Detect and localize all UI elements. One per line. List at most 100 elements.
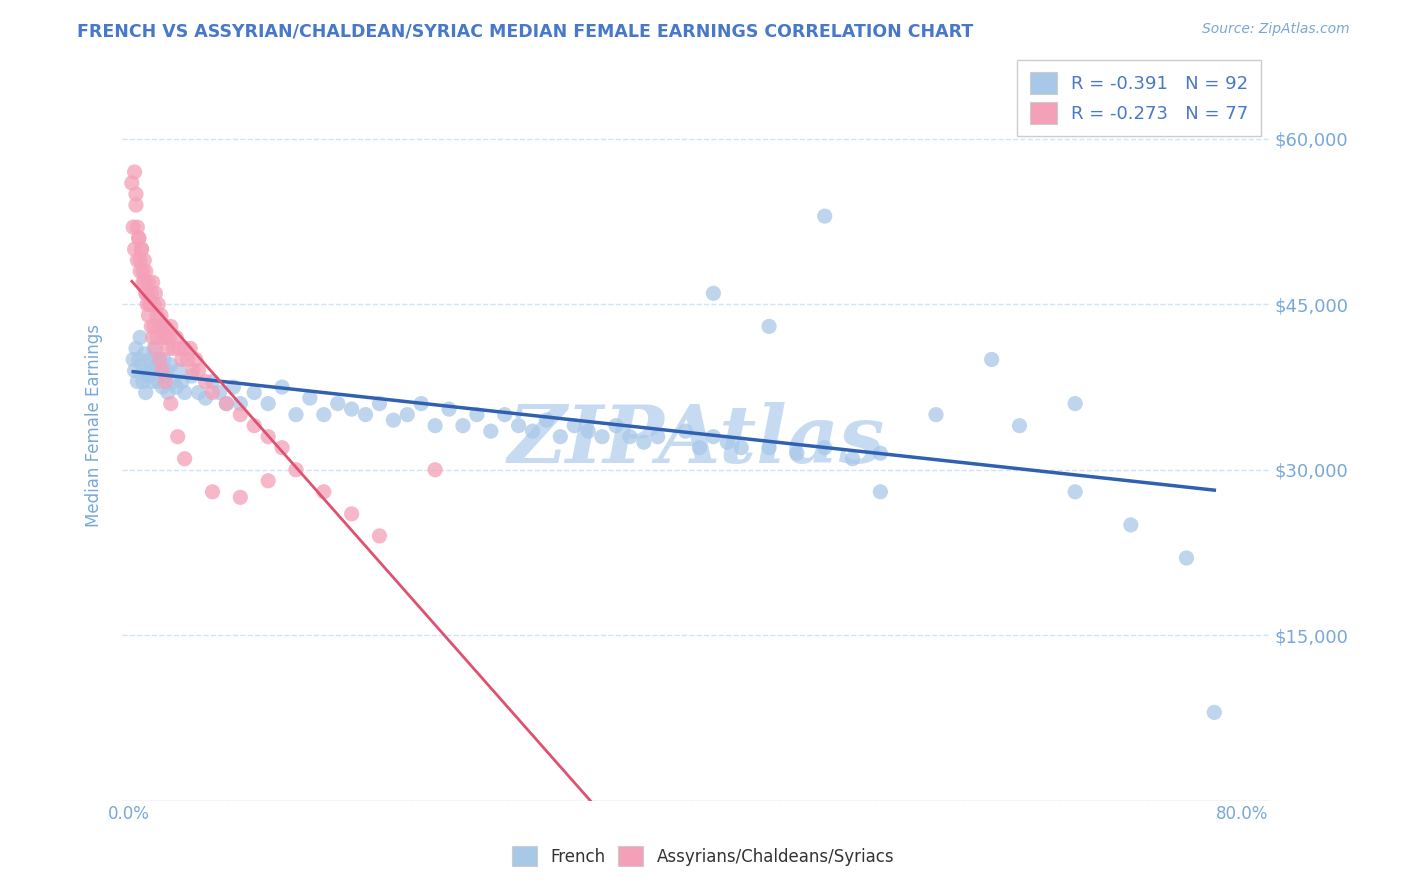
Point — [157, 330, 180, 344]
Point — [145, 352, 167, 367]
Point — [980, 352, 1002, 367]
Point — [121, 176, 143, 190]
Point — [550, 430, 572, 444]
Point — [127, 375, 149, 389]
Point — [702, 430, 724, 444]
Point — [134, 253, 156, 268]
Point — [159, 358, 181, 372]
Point — [201, 385, 224, 400]
Point — [159, 319, 181, 334]
Point — [181, 363, 204, 377]
Point — [368, 396, 391, 410]
Point — [411, 396, 433, 410]
Point — [925, 408, 948, 422]
Point — [131, 242, 153, 256]
Point — [143, 342, 166, 356]
Point — [869, 446, 891, 460]
Point — [127, 253, 149, 268]
Point — [536, 413, 558, 427]
Point — [688, 441, 710, 455]
Point — [716, 435, 738, 450]
Point — [326, 396, 349, 410]
Point — [153, 375, 176, 389]
Point — [1175, 551, 1198, 566]
Point — [396, 408, 419, 422]
Point — [156, 385, 179, 400]
Point — [152, 363, 174, 377]
Point — [170, 352, 193, 367]
Point — [229, 491, 252, 505]
Point — [271, 380, 294, 394]
Point — [479, 424, 502, 438]
Point — [142, 375, 165, 389]
Point — [184, 352, 207, 367]
Point — [354, 408, 377, 422]
Point — [423, 463, 446, 477]
Point — [257, 474, 280, 488]
Point — [187, 385, 209, 400]
Point — [1008, 418, 1031, 433]
Point — [271, 441, 294, 455]
Point — [605, 418, 627, 433]
Point — [165, 380, 187, 394]
Point — [156, 342, 179, 356]
Point — [312, 484, 335, 499]
Point — [155, 363, 177, 377]
Point — [153, 369, 176, 384]
Point — [155, 330, 177, 344]
Point — [841, 451, 863, 466]
Point — [215, 396, 238, 410]
Point — [139, 297, 162, 311]
Point — [129, 264, 152, 278]
Point — [143, 297, 166, 311]
Point — [758, 441, 780, 455]
Point — [141, 319, 163, 334]
Point — [166, 430, 188, 444]
Point — [162, 375, 184, 389]
Point — [368, 529, 391, 543]
Point — [146, 330, 169, 344]
Point — [138, 369, 160, 384]
Point — [423, 418, 446, 433]
Point — [1204, 706, 1226, 720]
Point — [814, 441, 837, 455]
Point — [135, 385, 157, 400]
Point — [138, 275, 160, 289]
Point — [194, 391, 217, 405]
Point — [647, 430, 669, 444]
Point — [148, 375, 170, 389]
Point — [222, 380, 245, 394]
Point — [1119, 517, 1142, 532]
Point — [152, 380, 174, 394]
Point — [159, 396, 181, 410]
Point — [243, 418, 266, 433]
Y-axis label: Median Female Earnings: Median Female Earnings — [86, 324, 103, 527]
Text: Source: ZipAtlas.com: Source: ZipAtlas.com — [1202, 22, 1350, 37]
Point — [257, 396, 280, 410]
Point — [145, 286, 167, 301]
Legend: R = -0.391   N = 92, R = -0.273   N = 77: R = -0.391 N = 92, R = -0.273 N = 77 — [1017, 60, 1261, 136]
Point — [135, 264, 157, 278]
Point — [134, 347, 156, 361]
Point — [675, 424, 697, 438]
Point — [153, 319, 176, 334]
Point — [633, 435, 655, 450]
Point — [786, 446, 808, 460]
Point — [128, 352, 150, 367]
Point — [285, 463, 308, 477]
Point — [340, 402, 363, 417]
Point — [758, 319, 780, 334]
Point — [522, 424, 544, 438]
Point — [437, 402, 460, 417]
Point — [179, 342, 201, 356]
Point — [125, 342, 148, 356]
Point — [619, 430, 641, 444]
Point — [340, 507, 363, 521]
Point — [201, 375, 224, 389]
Point — [576, 424, 599, 438]
Point — [127, 220, 149, 235]
Point — [702, 286, 724, 301]
Point — [122, 352, 145, 367]
Point — [173, 451, 195, 466]
Point — [136, 286, 159, 301]
